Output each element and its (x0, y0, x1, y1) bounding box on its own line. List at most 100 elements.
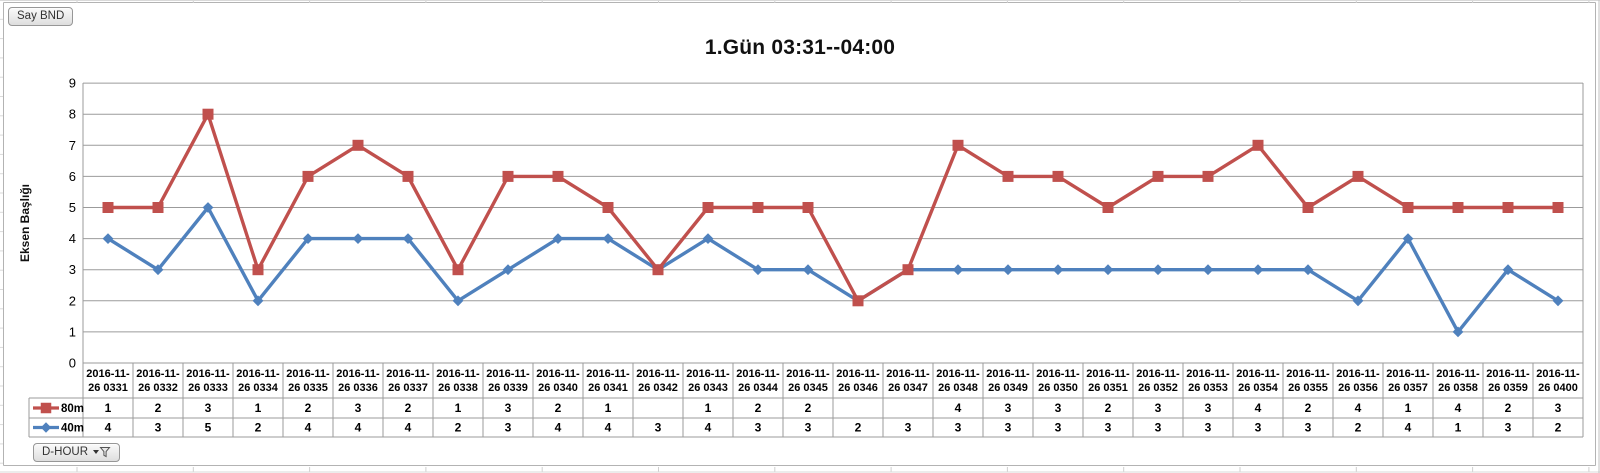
marker-40m (1302, 264, 1314, 276)
table-cell-80m: 3 (1555, 401, 1562, 415)
table-cell-40m: 3 (1505, 421, 1512, 435)
y-tick-label-3: 3 (69, 262, 76, 277)
marker-80m (952, 139, 964, 151)
table-cell-80m: 2 (1505, 401, 1512, 415)
y-tick-label-9: 9 (69, 76, 76, 91)
category-label-line2: 26 0354 (1238, 382, 1279, 394)
y-tick-label-5: 5 (69, 200, 76, 215)
category-label-line1: 2016-11- (1536, 368, 1580, 380)
table-cell-80m: 2 (405, 401, 412, 415)
category-label-line2: 26 0353 (1188, 382, 1228, 394)
category-label-line1: 2016-11- (736, 368, 780, 380)
series-line-40m (107, 205, 1559, 334)
marker-80m (852, 295, 864, 307)
table-cell-40m: 3 (1005, 421, 1012, 435)
table-cell-40m: 2 (1555, 421, 1562, 435)
table-cell-40m: 5 (205, 421, 212, 435)
table-cell-40m: 4 (705, 421, 712, 435)
marker-80m (202, 108, 214, 120)
category-label-line1: 2016-11- (86, 368, 130, 380)
category-label-line1: 2016-11- (1286, 368, 1330, 380)
table-cell-80m: 4 (955, 401, 962, 415)
table-cell-80m: 4 (1355, 401, 1362, 415)
marker-40m (1502, 264, 1514, 276)
category-label-line2: 26 0348 (938, 382, 978, 394)
marker-80m (402, 170, 414, 182)
marker-40m (1352, 295, 1364, 307)
category-label-line2: 26 0332 (138, 382, 178, 394)
category-label-line2: 26 0355 (1288, 382, 1328, 394)
marker-40m (1002, 264, 1014, 276)
legend-label-40m: 40m (61, 423, 84, 435)
table-cell-40m: 2 (455, 421, 462, 435)
y-tick-label-2: 2 (69, 293, 76, 308)
table-cell-40m: 3 (755, 421, 762, 435)
category-label-line2: 26 0350 (1038, 382, 1078, 394)
marker-80m (1202, 170, 1214, 182)
chart-frame (3, 2, 1596, 466)
table-cell-80m: 3 (1055, 401, 1062, 415)
marker-40m (552, 233, 564, 244)
say-bnd-field-button[interactable]: Say BND (8, 7, 74, 26)
table-cell-80m: 3 (1205, 401, 1212, 415)
table-cell-40m: 2 (1355, 421, 1362, 435)
marker-40m (602, 233, 614, 244)
category-label-line1: 2016-11- (636, 368, 680, 380)
marker-80m (1052, 170, 1064, 182)
marker-80m (1352, 170, 1364, 182)
marker-40m (952, 264, 964, 276)
marker-80m (502, 170, 514, 182)
legend-key-square-80m (40, 402, 52, 414)
table-cell-40m: 3 (1055, 421, 1062, 435)
marker-40m (152, 264, 164, 276)
y-axis-title: Eksen Başlığı (18, 183, 32, 263)
marker-40m (1152, 264, 1164, 276)
table-cell-40m: 2 (255, 421, 262, 435)
category-label-line1: 2016-11- (686, 368, 730, 380)
category-label-line1: 2016-11- (836, 368, 880, 380)
category-label-line2: 26 0357 (1388, 382, 1428, 394)
category-label-line1: 2016-11- (486, 368, 530, 380)
table-cell-40m: 3 (1305, 421, 1312, 435)
category-label-line2: 26 0346 (838, 382, 878, 394)
category-label-line1: 2016-11- (786, 368, 830, 380)
marker-80m (1302, 202, 1314, 213)
marker-40m (1252, 264, 1264, 276)
table-cell-80m: 1 (705, 401, 712, 415)
d-hour-filter-button[interactable]: D-HOUR (33, 443, 120, 462)
filter-funnel-icon (93, 447, 111, 458)
table-cell-80m: 2 (1105, 401, 1112, 415)
table-cell-80m: 1 (255, 401, 262, 415)
category-label-line1: 2016-11- (536, 368, 580, 380)
category-label-line1: 2016-11- (1236, 368, 1280, 380)
category-label-line1: 2016-11- (1336, 368, 1380, 380)
category-label-line2: 26 0347 (888, 382, 928, 394)
table-cell-80m: 2 (555, 401, 562, 415)
marker-80m (1502, 202, 1514, 213)
marker-40m (302, 233, 314, 244)
marker-80m (552, 170, 564, 182)
marker-80m (302, 170, 314, 182)
marker-80m (902, 264, 914, 276)
table-cell-40m: 3 (805, 421, 812, 435)
category-label-line1: 2016-11- (436, 368, 480, 380)
category-label-line1: 2016-11- (936, 368, 980, 380)
category-label-line1: 2016-11- (586, 368, 630, 380)
marker-40m (502, 264, 514, 276)
table-cell-80m: 3 (505, 401, 512, 415)
marker-40m (102, 233, 114, 244)
table-cell-80m: 1 (455, 401, 462, 415)
marker-40m (1202, 264, 1214, 276)
marker-80m (1402, 202, 1414, 213)
table-cell-80m: 2 (805, 401, 812, 415)
category-label-line1: 2016-11- (1386, 368, 1430, 380)
table-cell-80m: 4 (1255, 401, 1262, 415)
category-label-line2: 26 0331 (88, 382, 128, 394)
category-label-line2: 26 0351 (1088, 382, 1128, 394)
marker-80m (452, 264, 464, 276)
marker-80m (752, 202, 764, 213)
marker-40m (702, 233, 714, 244)
marker-40m (1402, 233, 1414, 244)
category-label-line1: 2016-11- (1036, 368, 1080, 380)
